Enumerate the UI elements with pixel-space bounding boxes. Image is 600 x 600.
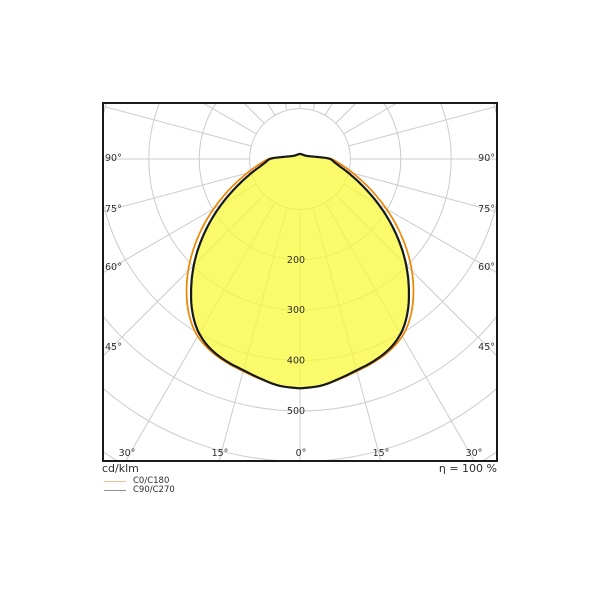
c0-c180-line-swatch — [104, 481, 126, 482]
angle-label-right-90°: 90° — [478, 153, 495, 164]
efficiency-label: η = 100 % — [438, 462, 497, 475]
angle-label-right-60°: 60° — [478, 262, 495, 273]
angle-label-left-75°: 75° — [105, 204, 122, 215]
c90-c270-line-swatch — [104, 490, 126, 491]
angle-label-right-45°: 45° — [478, 342, 495, 353]
angle-label-bottom-2: 0° — [296, 448, 307, 459]
intensity-fill — [191, 154, 409, 389]
angle-label-bottom-3: 15° — [373, 448, 390, 459]
radial-tick-200: 200 — [287, 255, 305, 266]
angle-label-left-60°: 60° — [105, 262, 122, 273]
axis-labels: 90° 90° 75° 75° 60° 60° 45° 45° 30° 15° 0° 15° 30° 20… — [105, 153, 495, 459]
legend: C0/C180 C90/C270 — [104, 477, 175, 495]
angle-label-bottom-0: 30° — [119, 448, 136, 459]
unit-label: cd/klm — [102, 462, 139, 475]
angle-label-left-45°: 45° — [105, 342, 122, 353]
radial-tick-500: 500 — [287, 406, 305, 417]
c0-c180-label: C0/C180 — [133, 476, 170, 486]
angle-label-left-90°: 90° — [105, 153, 122, 164]
radial-tick-300: 300 — [287, 305, 305, 316]
angle-label-bottom-4: 30° — [466, 448, 483, 459]
legend-item-c0-c180: C0/C180 — [104, 477, 175, 486]
legend-item-c90-c270: C90/C270 — [104, 486, 175, 495]
c90-c270-curve — [190, 152, 410, 390]
radial-tick-400: 400 — [287, 356, 305, 367]
angle-label-bottom-1: 15° — [212, 448, 229, 459]
angle-label-right-75°: 75° — [478, 204, 495, 215]
plot-frame — [102, 102, 498, 462]
c90-c270-label: C90/C270 — [133, 485, 175, 495]
